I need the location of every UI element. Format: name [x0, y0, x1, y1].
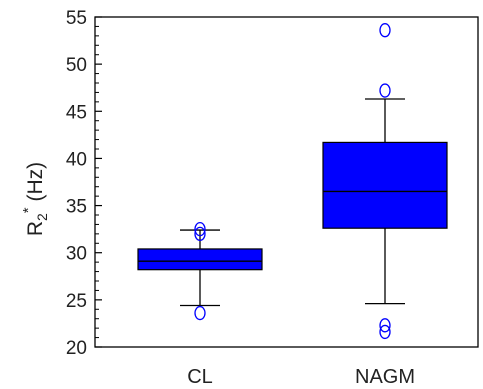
y-tick-label: 25 — [66, 291, 87, 312]
x-category-label: CL — [187, 366, 213, 388]
plot-area: 20 25 30 35 40 45 50 55 CL NAGM — [66, 8, 479, 388]
outlier-point — [194, 221, 206, 237]
y-tick-label: 30 — [66, 244, 87, 265]
outlier-point — [194, 305, 206, 321]
box-iqr — [322, 141, 448, 229]
y-axis-title-subscript: 2 — [34, 213, 50, 221]
y-axis-title: R2* (Hz) — [20, 162, 50, 236]
outlier-point — [379, 23, 391, 38]
y-axis-title-base: R — [24, 221, 47, 236]
outlier-point — [379, 318, 391, 333]
x-category-label: NAGM — [355, 366, 415, 388]
y-axis-title-unit: (Hz) — [24, 162, 47, 208]
y-axis-title-superscript: * — [20, 207, 37, 213]
y-tick-label: 35 — [66, 197, 87, 218]
outlier-point — [379, 83, 391, 98]
y-tick-label: 55 — [66, 8, 87, 29]
plot-frame — [94, 16, 479, 348]
y-tick-label: 20 — [66, 338, 87, 359]
y-tick-label: 45 — [66, 102, 87, 123]
y-tick-label: 50 — [66, 55, 87, 76]
outlier-point — [194, 226, 206, 242]
box-iqr — [137, 248, 263, 271]
svg-text:R2* (Hz): R2* (Hz) — [20, 162, 50, 236]
outlier-point — [379, 324, 391, 340]
y-tick-label: 40 — [66, 149, 87, 170]
